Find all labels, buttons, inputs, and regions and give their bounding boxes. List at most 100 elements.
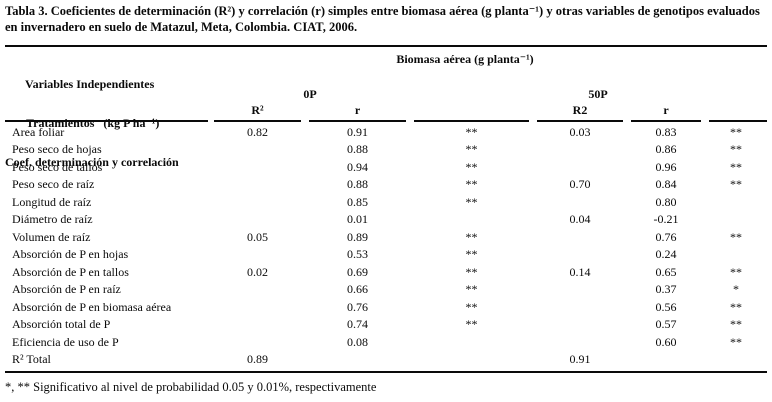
cell-0p-r: 0.88 bbox=[347, 177, 368, 192]
cell-50p-sig: * bbox=[733, 282, 739, 297]
row-label: Peso seco de hojas bbox=[12, 142, 102, 157]
row-label: Absorción total de P bbox=[12, 317, 111, 332]
cell-0p-r: 0.85 bbox=[347, 194, 368, 209]
table-row: Diámetro de raíz 0.01 0.04 -0.21 bbox=[5, 211, 767, 229]
cell-50p-sig: ** bbox=[730, 299, 742, 314]
cell-0p-r: 0.88 bbox=[347, 142, 368, 157]
cell-50p-r2: 0.03 bbox=[569, 124, 591, 139]
cell-50p-r: 0.24 bbox=[655, 247, 677, 262]
cell-0p-r: 0.76 bbox=[347, 299, 368, 314]
header-rule-segment bbox=[214, 120, 301, 122]
row-label: Absorción de P en tallos bbox=[12, 264, 129, 279]
cell-50p-r: 0.96 bbox=[655, 159, 677, 174]
significance-footnote: *, ** Significativo al nivel de probabil… bbox=[5, 380, 377, 394]
cell-50p-r2: 0.04 bbox=[569, 212, 591, 227]
cell-50p-sig: ** bbox=[730, 177, 742, 192]
header-rule-segment bbox=[5, 120, 208, 122]
cell-0p-r: 0.08 bbox=[347, 334, 368, 349]
subheader-50p-r: r bbox=[663, 103, 669, 117]
cell-0p-sig: ** bbox=[465, 194, 478, 209]
header-rule-segment bbox=[709, 120, 767, 122]
row-label: Diámetro de raíz bbox=[12, 212, 93, 227]
cell-50p-r2: 0.70 bbox=[569, 177, 591, 192]
table-row: Absorción de P en hojas 0.53 ** 0.24 bbox=[5, 246, 767, 264]
table-caption: Tabla 3. Coeficientes de determinación (… bbox=[5, 4, 760, 34]
cell-50p-sig: ** bbox=[730, 229, 742, 244]
table-row: R² Total 0.89 0.91 bbox=[5, 351, 767, 369]
cell-50p-r: 0.60 bbox=[655, 334, 677, 349]
table-row: Peso seco de hojas 0.88 ** 0.86 ** bbox=[5, 141, 767, 159]
row-label: Area foliar bbox=[12, 124, 65, 139]
cell-50p-sig: ** bbox=[730, 124, 742, 139]
header-treatment-50p: 50P bbox=[588, 87, 608, 101]
cell-0p-r: 0.94 bbox=[347, 159, 368, 174]
subheader-50p-r2: R2 bbox=[572, 103, 588, 117]
cell-0p-r: 0.74 bbox=[347, 317, 368, 332]
header-treatment-0p: 0P bbox=[303, 87, 317, 101]
cell-50p-sig: ** bbox=[730, 317, 742, 332]
header-rule-segment bbox=[309, 120, 406, 122]
cell-50p-r: 0.83 bbox=[655, 124, 677, 139]
table-row: Eficiencia de uso de P 0.08 0.60 ** bbox=[5, 333, 767, 351]
cell-50p-sig: ** bbox=[730, 159, 742, 174]
cell-0p-r2: 0.89 bbox=[247, 352, 268, 367]
row-label: Volumen de raíz bbox=[12, 229, 91, 244]
cell-50p-r: 0.86 bbox=[655, 142, 677, 157]
header-variables-label: Variables Independientes bbox=[25, 77, 155, 91]
row-label: Longitud de raíz bbox=[12, 194, 92, 209]
table-row: Absorción de P en biomasa aérea 0.76 ** … bbox=[5, 298, 767, 316]
table-row: Absorción de P en raíz 0.66 ** 0.37 * bbox=[5, 281, 767, 299]
row-label: Peso seco de tallos bbox=[12, 159, 103, 174]
cell-0p-sig: ** bbox=[465, 159, 478, 174]
data-table: Variables Independientes Tratamientos (k… bbox=[5, 45, 767, 373]
header-coef-label: Coef. determinación y correlación bbox=[5, 155, 179, 169]
cell-50p-r: -0.21 bbox=[653, 212, 679, 227]
header-rule-segment bbox=[414, 120, 529, 122]
cell-50p-r: 0.80 bbox=[655, 194, 677, 209]
cell-0p-sig: ** bbox=[465, 282, 478, 297]
table-row: Peso seco de tallos 0.94 ** 0.96 ** bbox=[5, 158, 767, 176]
cell-50p-sig: ** bbox=[730, 142, 742, 157]
cell-0p-r: 0.69 bbox=[347, 264, 368, 279]
row-label: Absorción de P en hojas bbox=[12, 247, 129, 262]
table-row: Area foliar 0.82 0.91 ** 0.03 0.83 ** bbox=[5, 123, 767, 141]
table-body: Area foliar 0.82 0.91 ** 0.03 0.83 ** Pe… bbox=[5, 123, 767, 368]
cell-0p-sig: ** bbox=[465, 124, 478, 139]
cell-50p-r: 0.76 bbox=[655, 229, 677, 244]
row-label: R² Total bbox=[12, 352, 51, 367]
header-biomasa-group-title: Biomasa aérea (g planta⁻¹) bbox=[396, 52, 534, 66]
cell-0p-sig: ** bbox=[465, 142, 478, 157]
table-row: Peso seco de raíz 0.88 ** 0.70 0.84 ** bbox=[5, 176, 767, 194]
cell-50p-sig: ** bbox=[730, 264, 742, 279]
header-rule-segment bbox=[537, 120, 623, 122]
cell-50p-sig: ** bbox=[730, 334, 742, 349]
cell-0p-r2: 0.05 bbox=[247, 229, 268, 244]
row-label: Absorción de P en biomasa aérea bbox=[12, 299, 172, 314]
table-row: Absorción de P en tallos 0.02 0.69 ** 0.… bbox=[5, 263, 767, 281]
subheader-0p-r: r bbox=[354, 103, 361, 117]
row-label: Peso seco de raíz bbox=[12, 177, 95, 192]
cell-50p-r2: 0.14 bbox=[569, 264, 591, 279]
row-label: Absorción de P en raíz bbox=[12, 282, 121, 297]
cell-0p-r: 0.66 bbox=[347, 282, 368, 297]
table-row: Absorción total de P 0.74 ** 0.57 ** bbox=[5, 316, 767, 334]
cell-0p-sig: ** bbox=[465, 317, 478, 332]
cell-0p-r: 0.89 bbox=[347, 229, 368, 244]
header-rule-segment bbox=[631, 120, 701, 122]
cell-50p-r: 0.56 bbox=[655, 299, 677, 314]
cell-50p-r2: 0.91 bbox=[569, 352, 591, 367]
subheader-0p-r2: R² bbox=[251, 103, 264, 117]
table-row: Longitud de raíz 0.85 ** 0.80 bbox=[5, 193, 767, 211]
cell-0p-sig: ** bbox=[465, 177, 478, 192]
cell-50p-r: 0.37 bbox=[655, 282, 677, 297]
cell-0p-r: 0.91 bbox=[347, 124, 368, 139]
cell-0p-r2: 0.02 bbox=[247, 264, 268, 279]
cell-0p-r2: 0.82 bbox=[247, 124, 268, 139]
cell-0p-sig: ** bbox=[465, 247, 478, 262]
cell-50p-r: 0.57 bbox=[655, 317, 677, 332]
cell-50p-r: 0.65 bbox=[655, 264, 677, 279]
header-tratamientos-label: Tratamientos (kg P ha⁻¹) bbox=[26, 116, 160, 130]
table-row: Volumen de raíz 0.05 0.89 ** 0.76 ** bbox=[5, 228, 767, 246]
row-label: Eficiencia de uso de P bbox=[12, 334, 119, 349]
